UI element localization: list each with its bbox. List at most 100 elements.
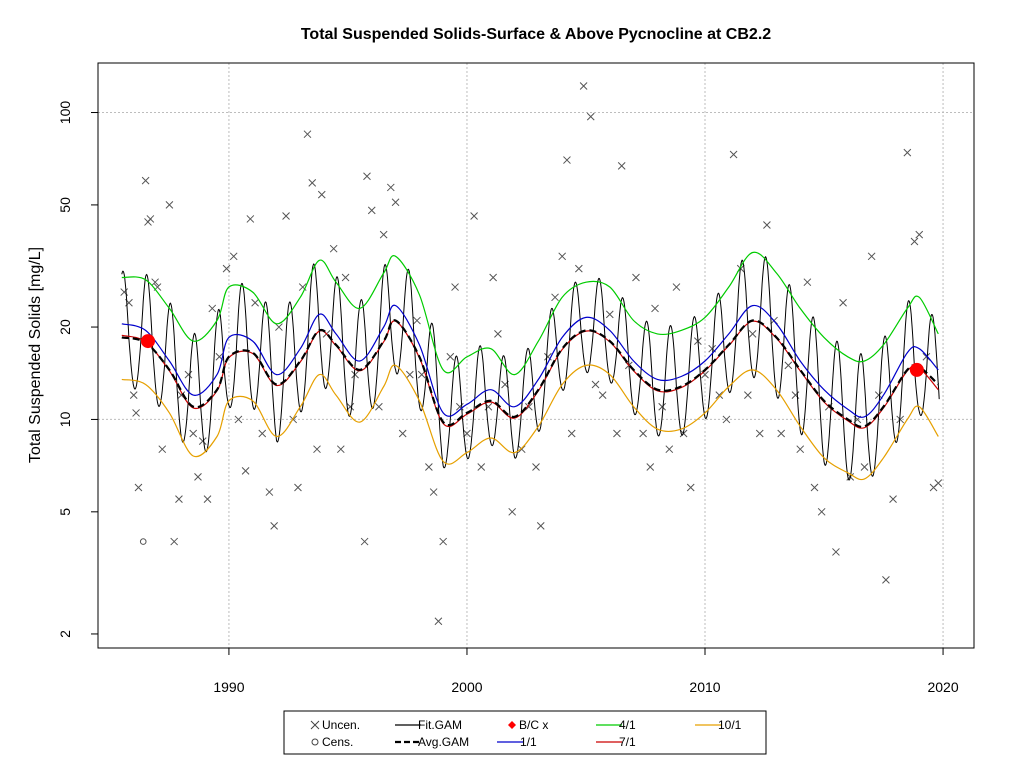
series-4-1 [121,251,939,376]
observation-uncensored [203,495,212,503]
legend-label: B/C x [519,718,548,732]
observation-uncensored [170,537,179,546]
observation-uncensored [839,298,847,307]
observation-uncensored [494,330,502,338]
observation-uncensored [672,283,681,291]
legend-symbol-circle [311,738,319,746]
observation-uncensored [151,278,159,287]
plot-frame [97,62,975,649]
observation-uncensored [184,370,193,379]
observation-censored [139,538,147,545]
observation-uncensored [477,463,486,471]
observation-uncensored [241,466,250,475]
observation-uncensored [777,429,786,438]
legend-label: 10/1 [718,718,742,732]
legend-symbol-x [310,720,320,730]
observation-uncensored [744,391,752,399]
observation-uncensored [134,483,143,492]
observation-uncensored [129,391,138,399]
observation-uncensored [551,293,559,302]
observation-uncensored [882,576,890,584]
bc-point [140,334,155,349]
observation-uncensored [558,252,567,261]
y-tick-label: 2 [57,630,73,638]
observation-uncensored [598,391,607,399]
series-avg-gam [121,319,940,428]
observation-uncensored [910,237,919,246]
observation-uncensored [567,429,576,438]
observation-uncensored [175,495,183,503]
observation-uncensored [536,522,545,530]
observation-uncensored [632,273,640,282]
observation-uncensored [810,483,819,492]
observation-uncensored [763,221,771,229]
observation-uncensored [489,273,498,282]
y-tick-label: 10 [57,411,73,427]
observation-uncensored [517,445,526,454]
bc-point [909,362,924,377]
x-tick-label: 2020 [927,679,958,695]
observation-uncensored [351,370,359,379]
observation-uncensored [308,178,317,187]
observation-uncensored [434,617,443,626]
observation-uncensored [586,112,595,121]
observation-uncensored [860,463,869,471]
observation-uncensored [896,415,905,424]
observation-uncensored [165,201,174,209]
observation-uncensored [470,212,478,220]
observation-uncensored [141,176,150,185]
observation-uncensored [729,150,738,159]
observation-uncensored [405,370,414,379]
plot-area [120,82,943,626]
observation-uncensored [817,507,826,516]
observation-uncensored [784,361,793,370]
legend-box [283,710,767,755]
observation-uncensored [270,522,279,530]
observation-uncensored [313,445,321,454]
legend-label: 1/1 [520,735,537,749]
series-fit-gam [121,256,940,481]
legend-label: Cens. [322,735,353,749]
observation-uncensored [391,198,400,207]
observation-uncensored [258,429,267,438]
observation-uncensored [198,437,207,445]
x-tick-label: 1990 [213,679,244,695]
observation-uncensored [429,488,438,496]
observation-uncensored [934,479,943,488]
y-tick-label: 5 [57,508,73,516]
observation-uncensored [451,283,459,291]
x-axis: 1990 2000 2010 2020 [213,648,959,695]
observation-uncensored [613,429,621,438]
observation-uncensored [796,445,805,454]
observation-uncensored [874,391,883,399]
observation-uncensored [367,206,376,215]
series-10-1 [121,364,939,481]
observation-uncensored [341,273,350,282]
observation-uncensored [282,212,290,220]
observation-uncensored [686,483,695,492]
observation-uncensored [665,445,674,454]
observation-uncensored [132,409,140,417]
legend-label: Fit.GAM [418,718,462,732]
y-tick-label: 20 [57,319,73,335]
legend-symbol-diamond [508,721,516,729]
observation-uncensored [646,463,655,471]
observation-uncensored [229,252,238,261]
observation-uncensored [375,402,383,411]
legend-label: 7/1 [619,735,636,749]
y-axis: 2 5 10 20 50 100 [57,101,98,638]
observation-uncensored [336,445,345,454]
observation-uncensored [903,148,912,157]
observation-uncensored [722,415,731,424]
observation-uncensored [579,82,588,90]
observation-uncensored [208,304,217,313]
observation-uncensored [413,316,421,325]
observation-uncensored [265,488,274,496]
observation-uncensored [574,264,583,273]
observation-uncensored [398,429,407,438]
observation-uncensored [755,429,764,438]
observation-uncensored [379,230,388,239]
observation-uncensored [525,402,533,411]
observation-uncensored [251,298,259,307]
observation-uncensored [605,310,614,319]
